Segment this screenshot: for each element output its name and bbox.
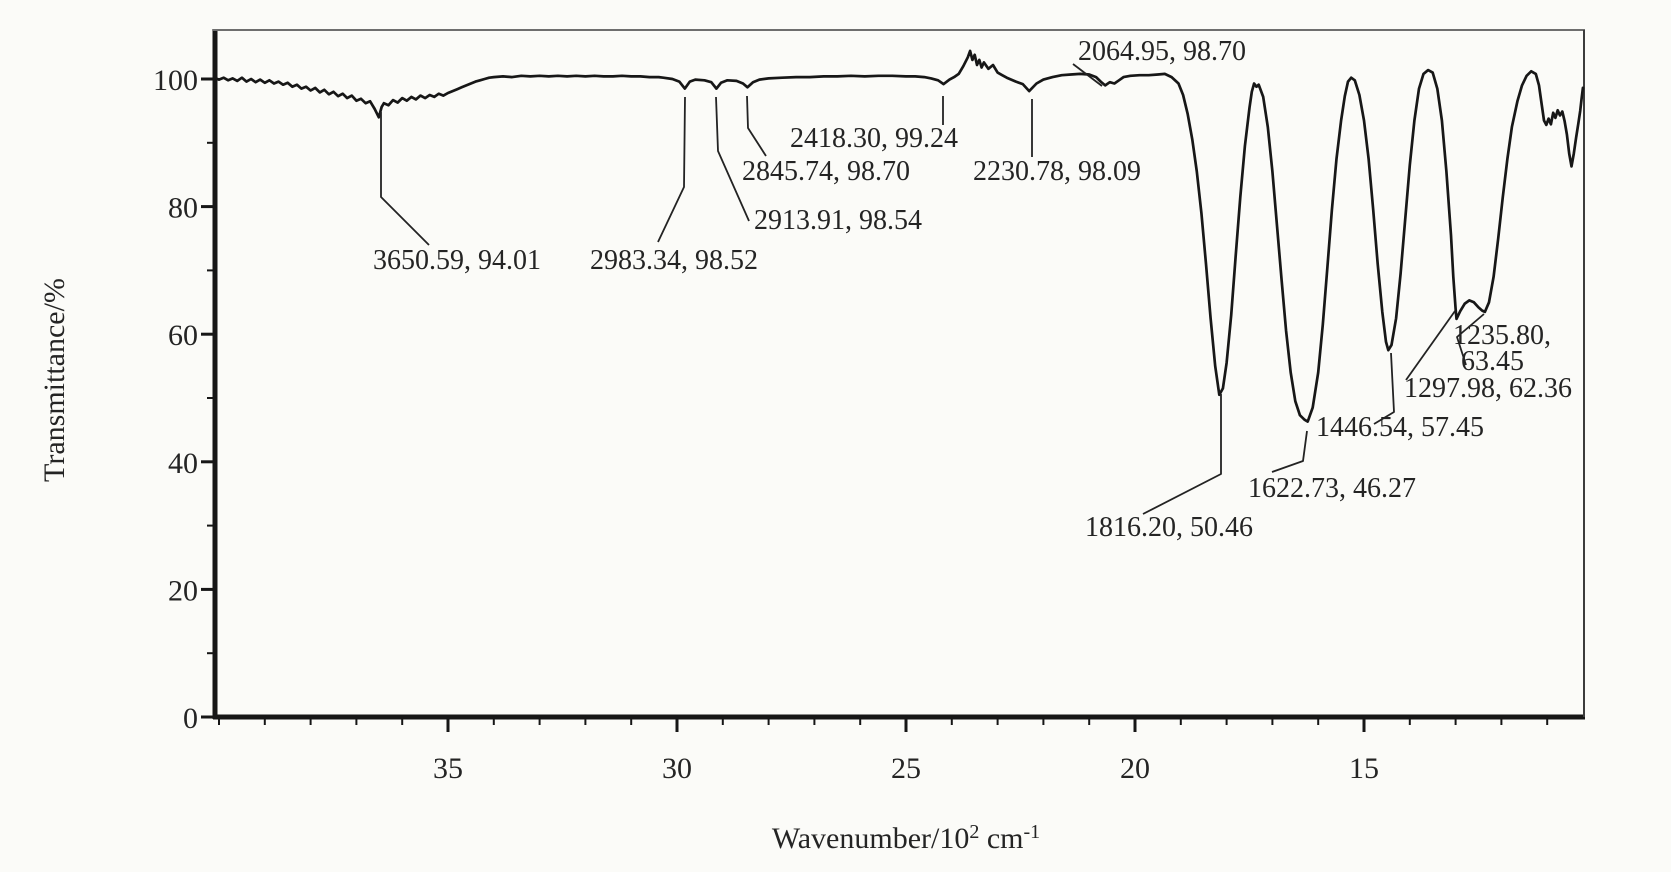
annotation-label: 1297.98, 62.36 [1404, 373, 1572, 404]
peak-annotation: 1622.73, 46.27 [1248, 430, 1416, 504]
peak-annotation: 2064.95, 98.70 [1072, 36, 1246, 87]
peak-annotation: 2913.91, 98.54 [715, 96, 922, 236]
annotation-leader-line [1271, 430, 1308, 473]
annotation-label: 1235.80, [1453, 320, 1551, 351]
annotation-label: 2913.91, 98.54 [754, 205, 922, 236]
y-tick-label: 0 [183, 702, 198, 735]
y-tick-label: 100 [153, 64, 198, 97]
annotation-label: 2418.30, 99.24 [790, 123, 958, 154]
peak-annotation: 3650.59, 94.01 [373, 112, 541, 276]
annotation-label: 1446.54, 57.45 [1316, 412, 1484, 443]
peak-annotation: 1446.54, 57.45 [1316, 352, 1484, 443]
x-tick-label: 20 [1120, 752, 1150, 785]
annotation-leader-line [1456, 313, 1485, 366]
annotation-label: 1816.20, 50.46 [1085, 512, 1253, 543]
x-title-superscript: -1 [1024, 821, 1041, 843]
peak-annotation: 2845.74, 98.70 [742, 95, 910, 187]
peak-annotation: 1297.98, 62.36 [1404, 310, 1572, 404]
y-tick-label: 20 [168, 574, 198, 607]
peak-annotation: 1235.80,63.45 [1453, 313, 1551, 377]
annotation-leader-line [1072, 63, 1103, 87]
annotation-leader-line [1142, 394, 1222, 515]
transmittance-trace [213, 49, 1585, 423]
x-tick-label: 15 [1349, 752, 1379, 785]
peak-annotation: 2230.78, 98.09 [973, 99, 1141, 187]
y-tick-label: 60 [168, 319, 198, 352]
x-tick-label: 35 [433, 752, 463, 785]
annotation-leader-line [746, 95, 767, 157]
annotation-label: 2230.78, 98.09 [973, 156, 1141, 187]
spectrum-curve-layer [213, 49, 1585, 423]
x-tick-label: 30 [662, 752, 692, 785]
peak-annotations: 3650.59, 94.01 2983.34, 98.52 2913.91, 98.… [373, 36, 1572, 543]
axes [212, 29, 1585, 720]
x-title-superscript: 2 [969, 821, 979, 843]
axis-tick-labels: 35 30 25 20 15 0 20 40 60 80 100 [153, 64, 1379, 785]
annotation-label: 1622.73, 46.27 [1248, 473, 1416, 504]
annotation-leader-line [657, 96, 686, 243]
x-title-text: cm [979, 822, 1023, 855]
annotation-label: 63.45 [1461, 346, 1524, 377]
annotation-leader-line [715, 96, 750, 222]
x-tick-label: 25 [891, 752, 921, 785]
y-tick-label: 80 [168, 192, 198, 225]
peak-annotation: 1816.20, 50.46 [1085, 394, 1253, 543]
peak-annotation: 2983.34, 98.52 [590, 96, 758, 276]
axis-ticks [201, 77, 1549, 732]
annotation-label: 3650.59, 94.01 [373, 245, 541, 276]
annotation-label: 2845.74, 98.70 [742, 156, 910, 187]
x-title-text: Wavenumber/10 [772, 822, 970, 855]
y-tick-label: 40 [168, 447, 198, 480]
annotation-leader-line [1373, 352, 1395, 425]
annotation-label: 2983.34, 98.52 [590, 245, 758, 276]
peak-annotation: 2418.30, 99.24 [790, 96, 958, 154]
y-axis-title: Transmittance/% [38, 278, 71, 482]
x-axis-title: Wavenumber/102 cm-1 [772, 821, 1040, 855]
annotation-label: 2064.95, 98.70 [1078, 36, 1246, 67]
annotation-leader-line [1405, 310, 1456, 381]
annotation-leader-line [380, 112, 430, 246]
